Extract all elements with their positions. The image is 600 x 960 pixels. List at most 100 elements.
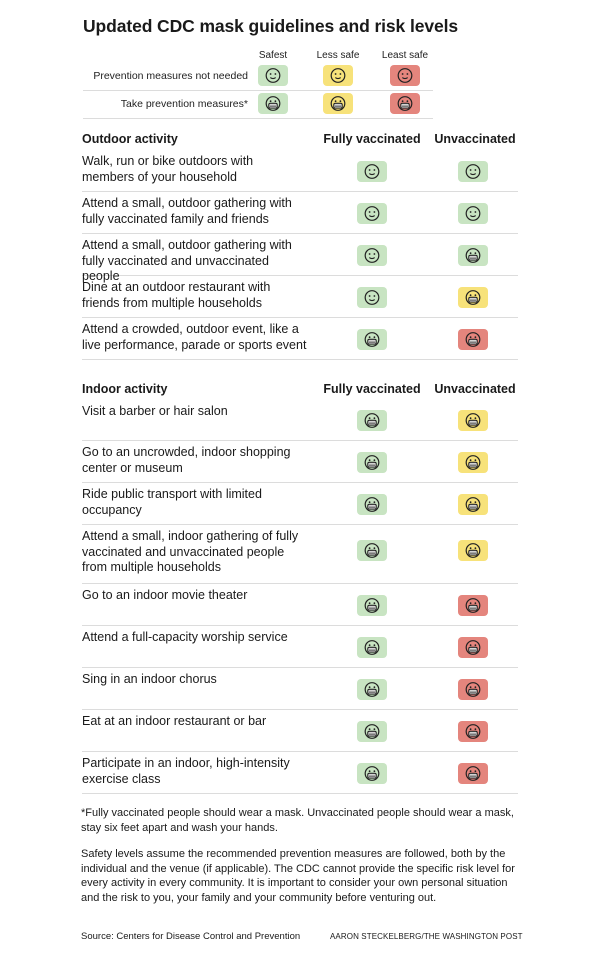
unvaccinated-risk-less-safe bbox=[458, 286, 488, 308]
vaccinated-risk-safest bbox=[357, 540, 387, 561]
indoor-col-vaccinated: Fully vaccinated bbox=[323, 382, 421, 396]
legend-label-take-measures: Take prevention measures* bbox=[120, 98, 248, 110]
legend-smile-less-safe bbox=[323, 65, 353, 86]
legend-level-safest: Safest bbox=[258, 50, 288, 61]
mask-face-icon bbox=[465, 247, 481, 263]
activity-label: Attend a small, outdoor gathering with f… bbox=[82, 196, 292, 226]
activity-row: Go to an uncrowded, indoor shopping cent… bbox=[82, 441, 518, 483]
footnote: *Fully vaccinated people should wear a m… bbox=[81, 807, 514, 834]
vaccinated-risk-safest bbox=[357, 493, 387, 515]
vaccinated-risk-safest bbox=[357, 328, 387, 350]
activity-label: Go to an indoor movie theater bbox=[82, 588, 248, 602]
smile-face-icon bbox=[364, 163, 380, 179]
mask-face-icon bbox=[465, 723, 481, 739]
smile-face-icon bbox=[364, 247, 380, 263]
mask-face-icon bbox=[465, 413, 481, 428]
outdoor-col-vaccinated: Fully vaccinated bbox=[323, 132, 421, 146]
mask-face-icon bbox=[465, 454, 481, 470]
activity-row: Attend a small, outdoor gathering with f… bbox=[82, 234, 518, 283]
activity-label: Eat at an indoor restaurant or bar bbox=[82, 714, 267, 728]
activity-row: Eat at an indoor restaurant or bar bbox=[82, 710, 518, 752]
mask-face-icon bbox=[465, 765, 481, 781]
indoor-heading: Indoor activity bbox=[82, 382, 168, 396]
legend-divider bbox=[83, 90, 433, 91]
vaccinated-risk-safest bbox=[357, 410, 387, 431]
mask-face-icon bbox=[465, 331, 481, 347]
unvaccinated-risk-least-safe bbox=[458, 678, 488, 700]
activity-row: Attend a crowded, outdoor event, like a … bbox=[82, 318, 518, 360]
vaccinated-risk-safest bbox=[357, 451, 387, 473]
vaccinated-risk-safest bbox=[357, 762, 387, 784]
legend-level-less-safe: Less safe bbox=[316, 50, 360, 61]
legend-mask-less-safe bbox=[323, 93, 353, 114]
activity-label: Go to an uncrowded, indoor shopping cent… bbox=[82, 445, 291, 475]
smile-face-icon bbox=[265, 68, 281, 83]
vaccinated-risk-safest bbox=[357, 636, 387, 658]
activity-label: Participate in an indoor, high-intensity… bbox=[82, 756, 290, 786]
activity-row: Walk, run or bike outdoors with members … bbox=[82, 150, 518, 192]
unvaccinated-risk-least-safe bbox=[458, 328, 488, 350]
activity-row: Go to an indoor movie theater bbox=[82, 584, 518, 626]
indoor-col-unvaccinated: Unvaccinated bbox=[434, 382, 516, 396]
unvaccinated-risk-less-safe bbox=[458, 540, 488, 561]
activity-label: Walk, run or bike outdoors with members … bbox=[82, 154, 254, 184]
mask-face-icon bbox=[364, 543, 380, 558]
legend-label-not-needed: Prevention measures not needed bbox=[93, 70, 248, 82]
vaccinated-risk-safest bbox=[357, 720, 387, 742]
activity-label: Attend a small, outdoor gathering with f… bbox=[82, 238, 292, 283]
unvaccinated-risk-safest bbox=[458, 202, 488, 224]
activity-label: Attend a full-capacity worship service bbox=[82, 630, 288, 644]
credit: AARON STECKELBERG/THE WASHINGTON POST bbox=[330, 932, 523, 941]
smile-face-icon bbox=[364, 289, 380, 305]
vaccinated-risk-safest bbox=[357, 594, 387, 616]
mask-face-icon bbox=[364, 723, 380, 739]
unvaccinated-risk-safest bbox=[458, 160, 488, 182]
vaccinated-risk-safest bbox=[357, 160, 387, 182]
vaccinated-risk-safest bbox=[357, 286, 387, 308]
mask-face-icon bbox=[265, 96, 281, 111]
unvaccinated-risk-safest bbox=[458, 244, 488, 266]
mask-face-icon bbox=[397, 96, 413, 111]
mask-face-icon bbox=[364, 454, 380, 470]
legend-smile-safest bbox=[258, 65, 288, 86]
unvaccinated-risk-least-safe bbox=[458, 636, 488, 658]
safety-note: Safety levels assume the recommended pre… bbox=[81, 848, 515, 904]
unvaccinated-risk-less-safe bbox=[458, 493, 488, 515]
smile-face-icon bbox=[364, 205, 380, 221]
mask-face-icon bbox=[364, 413, 380, 428]
legend-level-least-safe: Least safe bbox=[381, 50, 429, 61]
unvaccinated-risk-least-safe bbox=[458, 720, 488, 742]
mask-face-icon bbox=[364, 681, 380, 697]
mask-face-icon bbox=[364, 496, 380, 512]
activity-row: Dine at an outdoor restaurant with frien… bbox=[82, 276, 518, 318]
legend-smile-least-safe bbox=[390, 65, 420, 86]
unvaccinated-risk-least-safe bbox=[458, 594, 488, 616]
vaccinated-risk-safest bbox=[357, 244, 387, 266]
unvaccinated-risk-less-safe bbox=[458, 410, 488, 431]
activity-row: Attend a small, indoor gathering of full… bbox=[82, 525, 518, 584]
smile-face-icon bbox=[330, 68, 346, 83]
activity-row: Participate in an indoor, high-intensity… bbox=[82, 752, 518, 794]
legend-divider bbox=[83, 118, 433, 119]
activity-row: Attend a small, outdoor gathering with f… bbox=[82, 192, 518, 234]
mask-face-icon bbox=[364, 597, 380, 613]
source: Source: Centers for Disease Control and … bbox=[81, 931, 301, 942]
activity-label: Attend a crowded, outdoor event, like a … bbox=[82, 322, 307, 352]
smile-face-icon bbox=[465, 163, 481, 179]
mask-face-icon bbox=[364, 765, 380, 781]
activity-row: Visit a barber or hair salon bbox=[82, 400, 518, 441]
unvaccinated-risk-least-safe bbox=[458, 762, 488, 784]
mask-face-icon bbox=[465, 597, 481, 613]
activity-label: Ride public transport with limited occup… bbox=[82, 487, 262, 517]
smile-face-icon bbox=[397, 68, 413, 83]
activity-row: Sing in an indoor chorus bbox=[82, 668, 518, 710]
page-title: Updated CDC mask guidelines and risk lev… bbox=[83, 16, 458, 36]
legend-mask-least-safe bbox=[390, 93, 420, 114]
mask-face-icon bbox=[364, 331, 380, 347]
legend-mask-safest bbox=[258, 93, 288, 114]
mask-face-icon bbox=[465, 681, 481, 697]
mask-face-icon bbox=[465, 639, 481, 655]
mask-face-icon bbox=[364, 639, 380, 655]
outdoor-heading: Outdoor activity bbox=[82, 132, 178, 146]
unvaccinated-risk-less-safe bbox=[458, 451, 488, 473]
